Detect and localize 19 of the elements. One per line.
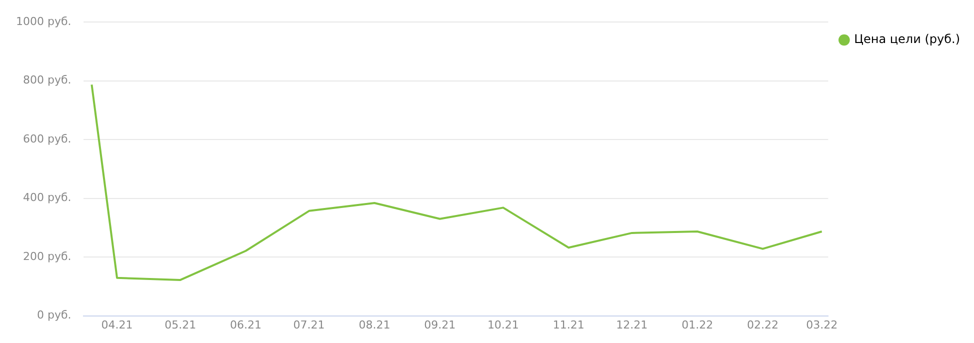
y-tick-label: 800 руб. bbox=[23, 74, 72, 87]
x-tick-label: 12.21 bbox=[616, 318, 648, 332]
y-tick-label: 400 руб. bbox=[23, 191, 72, 204]
legend-label: Цена цели (руб.) bbox=[854, 32, 960, 46]
y-tick-label: 0 руб. bbox=[36, 308, 72, 322]
y-tick-label: 200 руб. bbox=[23, 250, 72, 263]
x-tick-label: 04.21 bbox=[101, 318, 133, 332]
x-tick-label: 08.21 bbox=[358, 318, 390, 332]
x-tick-label: 01.22 bbox=[682, 318, 714, 332]
x-tick-label: 11.21 bbox=[552, 318, 584, 332]
x-tick-label: 09.21 bbox=[424, 318, 456, 332]
x-tick-label: 05.21 bbox=[164, 318, 196, 332]
y-tick-label: 1000 руб. bbox=[16, 14, 72, 28]
x-tick-label: 10.21 bbox=[487, 318, 519, 332]
x-tick-label: 07.21 bbox=[293, 318, 325, 332]
y-tick-label: 600 руб. bbox=[23, 132, 72, 146]
x-tick-label: 02.22 bbox=[746, 318, 778, 332]
x-tick-label: 03.22 bbox=[806, 318, 838, 332]
x-tick-label: 06.21 bbox=[230, 318, 262, 332]
